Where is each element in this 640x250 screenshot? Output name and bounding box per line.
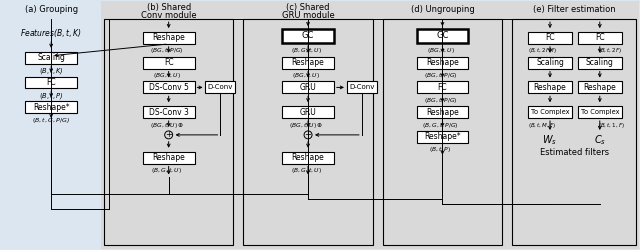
Text: Reshape: Reshape — [584, 83, 616, 92]
Text: D-Conv: D-Conv — [349, 84, 374, 90]
Bar — [143, 32, 195, 44]
Text: GRU module: GRU module — [282, 11, 335, 20]
Bar — [383, 19, 502, 245]
Bar — [282, 82, 334, 93]
Text: $(BG, t, U)$: $(BG, t, U)$ — [292, 71, 320, 80]
Text: (d) Ungrouping: (d) Ungrouping — [411, 5, 474, 14]
Text: $(B, G, t, U)$: $(B, G, t, U)$ — [291, 166, 321, 175]
Text: Reshape: Reshape — [426, 58, 459, 67]
Bar — [282, 106, 334, 118]
Bar — [512, 19, 636, 245]
Text: +: + — [165, 130, 172, 140]
Text: $(BG, t, P/G)$: $(BG, t, P/G)$ — [150, 46, 184, 55]
Text: GC: GC — [302, 32, 314, 40]
Bar — [417, 29, 468, 43]
Text: Reshape: Reshape — [152, 153, 185, 162]
Text: $(BG, t, P/G)$: $(BG, t, P/G)$ — [424, 96, 458, 105]
Text: GC: GC — [436, 32, 449, 40]
Bar — [243, 19, 372, 245]
Bar — [528, 32, 572, 44]
Bar — [417, 131, 468, 143]
Text: Reshape: Reshape — [534, 83, 566, 92]
Bar — [417, 106, 468, 118]
Text: Reshape: Reshape — [292, 58, 324, 67]
Bar — [26, 52, 77, 64]
Text: DS-Conv 3: DS-Conv 3 — [148, 108, 189, 117]
Text: FC: FC — [545, 34, 555, 42]
Bar — [417, 82, 468, 93]
Text: $(B,t,1,F)$: $(B,t,1,F)$ — [598, 120, 625, 130]
Bar — [578, 82, 621, 93]
Text: Scaling: Scaling — [37, 53, 65, 62]
Text: $(B, G, t, P/G)$: $(B, G, t, P/G)$ — [422, 120, 459, 130]
Text: DS-Conv 5: DS-Conv 5 — [148, 83, 189, 92]
Text: (c) Shared: (c) Shared — [286, 3, 330, 12]
Bar — [1, 2, 101, 248]
Text: Reshape*: Reshape* — [424, 132, 461, 141]
Text: $(B, t, K$): $(B, t, K$) — [39, 65, 63, 76]
Bar — [282, 29, 334, 43]
Bar — [26, 76, 77, 88]
Text: FC: FC — [438, 83, 447, 92]
Bar — [282, 152, 334, 164]
Text: (b) Shared: (b) Shared — [147, 3, 191, 12]
Text: $(B,t,M,F)$: $(B,t,M,F)$ — [528, 120, 556, 130]
Text: Reshape: Reshape — [426, 108, 459, 117]
Bar — [578, 32, 621, 44]
Bar — [528, 57, 572, 69]
Text: $(BG, t, P/G)$: $(BG, t, P/G)$ — [424, 71, 458, 80]
Text: GRU: GRU — [300, 83, 316, 92]
Text: $(BG, t, U)\oplus$: $(BG, t, U)\oplus$ — [150, 120, 184, 130]
Text: +: + — [305, 130, 312, 140]
Text: $(B, t, G, P/G$): $(B, t, G, P/G$) — [32, 116, 70, 124]
Text: To Complex: To Complex — [580, 109, 619, 115]
Text: Scaling: Scaling — [536, 58, 564, 67]
Text: $(BG, t, U)\oplus$: $(BG, t, U)\oplus$ — [289, 120, 323, 130]
Bar — [101, 2, 639, 248]
Bar — [282, 57, 334, 69]
Bar — [26, 101, 77, 113]
Text: $W_s$: $W_s$ — [543, 133, 557, 147]
Bar — [143, 106, 195, 118]
Text: (e) Filter estimation: (e) Filter estimation — [532, 5, 615, 14]
Text: Scaling: Scaling — [586, 58, 614, 67]
Text: Reshape: Reshape — [292, 153, 324, 162]
Bar — [417, 57, 468, 69]
Bar — [528, 82, 572, 93]
Text: Conv module: Conv module — [141, 11, 196, 20]
Text: Estimated filters: Estimated filters — [540, 148, 609, 157]
Text: FC: FC — [164, 58, 173, 67]
Text: GRU: GRU — [300, 108, 316, 117]
Text: $C_s$: $C_s$ — [594, 133, 606, 147]
Text: Reshape: Reshape — [152, 34, 185, 42]
Text: $(B,t,2FM)$: $(B,t,2FM)$ — [528, 46, 557, 55]
Text: Features($B, t, K$): Features($B, t, K$) — [20, 27, 82, 39]
Bar — [143, 152, 195, 164]
Text: To Complex: To Complex — [531, 109, 569, 115]
Bar — [143, 57, 195, 69]
Text: (a) Grouping: (a) Grouping — [24, 5, 77, 14]
Bar — [104, 19, 234, 245]
Bar — [205, 82, 236, 93]
Bar — [578, 106, 621, 118]
Text: D-Conv: D-Conv — [208, 84, 233, 90]
Bar — [143, 82, 195, 93]
Bar — [347, 82, 377, 93]
Text: Reshape*: Reshape* — [33, 103, 70, 112]
Text: $(B, G, t, U)$: $(B, G, t, U)$ — [151, 166, 182, 175]
Bar — [578, 57, 621, 69]
Text: $(B, G, t, U)$: $(B, G, t, U)$ — [291, 46, 321, 55]
Text: $(BG, t, U)$: $(BG, t, U)$ — [427, 46, 454, 55]
Bar — [528, 106, 572, 118]
Text: $(B, t, P)$: $(B, t, P)$ — [429, 145, 452, 154]
Text: $(BG, t, U)$: $(BG, t, U)$ — [153, 71, 180, 80]
Text: $(B,t,2F)$: $(B,t,2F)$ — [598, 46, 622, 55]
Text: FC: FC — [46, 78, 56, 87]
Text: FC: FC — [595, 34, 605, 42]
Text: $(B, t, P$): $(B, t, P$) — [39, 90, 63, 101]
